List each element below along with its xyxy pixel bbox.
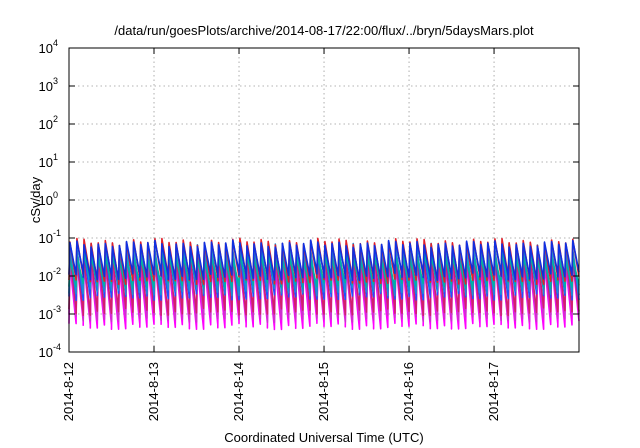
y-tick-exponent: 2 — [53, 114, 58, 124]
y-tick-label: 10 — [39, 41, 53, 56]
chart-title: /data/run/goesPlots/archive/2014-08-17/2… — [114, 23, 534, 38]
y-tick-label: 10 — [39, 193, 53, 208]
y-tick-exponent: -1 — [53, 228, 61, 238]
series-line — [68, 253, 580, 290]
x-tick-label: 2014-8-13 — [146, 362, 161, 421]
series-line — [68, 242, 580, 297]
y-tick-label: 10 — [39, 79, 53, 94]
y-tick-exponent: -2 — [53, 266, 61, 276]
series-line — [68, 256, 580, 323]
x-axis: 2014-8-12 2014-8-13 2014-8-14 2014-8-15 2014… — [61, 48, 501, 421]
y-tick-label: 10 — [39, 231, 53, 246]
y-tick-label: 10 — [39, 117, 53, 132]
series-line — [68, 260, 580, 331]
x-tick-label: 2014-8-16 — [401, 362, 416, 421]
series-group — [68, 237, 580, 331]
series-line — [68, 245, 580, 301]
y-tick-exponent: 3 — [53, 76, 58, 86]
y-tick-label: 10 — [39, 269, 53, 284]
y-tick-exponent: 1 — [53, 152, 58, 162]
x-tick-label: 2014-8-15 — [316, 362, 331, 421]
y-tick-exponent: 4 — [53, 38, 58, 48]
y-tick-label: 10 — [39, 307, 53, 322]
series-line — [68, 237, 580, 285]
y-tick-label: 10 — [39, 155, 53, 170]
y-tick-exponent: -3 — [53, 304, 61, 314]
x-tick-label: 2014-8-17 — [486, 362, 501, 421]
x-tick-label: 2014-8-14 — [231, 362, 246, 421]
plot-frame — [68, 47, 580, 353]
y-tick-exponent: -4 — [53, 342, 61, 352]
series-line — [68, 250, 580, 317]
x-axis-label: Coordinated Universal Time (UTC) — [224, 430, 423, 445]
series-line — [68, 239, 580, 282]
y-tick-exponent: 0 — [53, 190, 58, 200]
y-axis-label: cSv/day — [28, 176, 43, 223]
y-tick-label: 10 — [39, 345, 53, 360]
x-tick-label: 2014-8-12 — [61, 362, 76, 421]
